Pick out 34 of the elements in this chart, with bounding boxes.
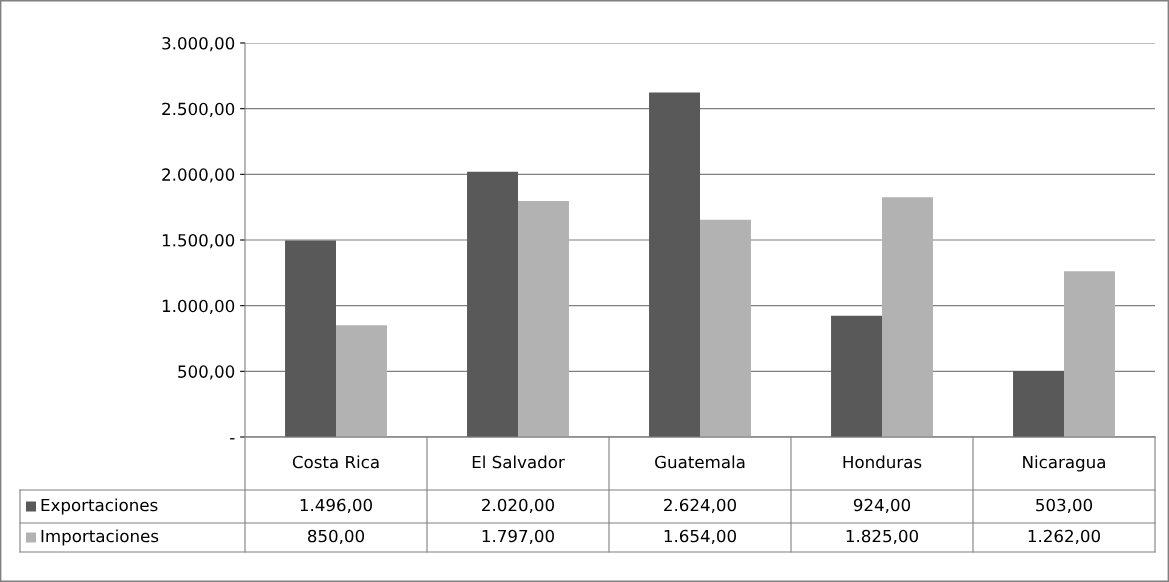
bar xyxy=(1064,271,1115,437)
y-tick-label: 1.000,00 xyxy=(162,299,235,314)
y-tick-label: 500,00 xyxy=(178,365,235,380)
x-tick-label: El Salvador xyxy=(472,455,565,469)
data-label: 2.020,00 xyxy=(482,498,554,514)
data-label: 1.797,00 xyxy=(482,529,554,545)
data-label: 503,00 xyxy=(1036,498,1093,514)
bar xyxy=(518,200,569,437)
data-label: 2.624,00 xyxy=(664,498,736,514)
x-tick-label: Guatemala xyxy=(655,455,745,469)
y-tick-label: 2.000,00 xyxy=(162,168,235,183)
x-tick-label: Nicaragua xyxy=(1023,455,1105,472)
bar xyxy=(649,92,700,437)
data-label: 1.262,00 xyxy=(1028,529,1100,545)
bar xyxy=(285,240,336,437)
data-label: 1.496,00 xyxy=(300,498,372,514)
legend-label: Exportaciones xyxy=(41,498,158,515)
bar xyxy=(831,315,882,437)
y-tick-label: 2.500,00 xyxy=(162,102,235,117)
data-label: 1.654,00 xyxy=(664,529,736,545)
bar xyxy=(336,325,387,437)
bar xyxy=(700,219,751,437)
x-tick-label: Honduras xyxy=(843,455,922,469)
bar xyxy=(467,171,518,437)
bar xyxy=(882,197,933,437)
data-label: 924,00 xyxy=(853,498,911,514)
y-tick-label: - xyxy=(230,438,235,440)
bar xyxy=(1013,370,1064,437)
y-tick-label: 3.000,00 xyxy=(162,36,235,52)
data-label: 850,00 xyxy=(307,529,365,545)
y-tick-label: 1.500,00 xyxy=(162,233,235,249)
x-tick-label: Costa Rica xyxy=(292,455,379,469)
legend-label: Importaciones xyxy=(41,529,159,546)
data-label: 1.825,00 xyxy=(846,529,918,545)
